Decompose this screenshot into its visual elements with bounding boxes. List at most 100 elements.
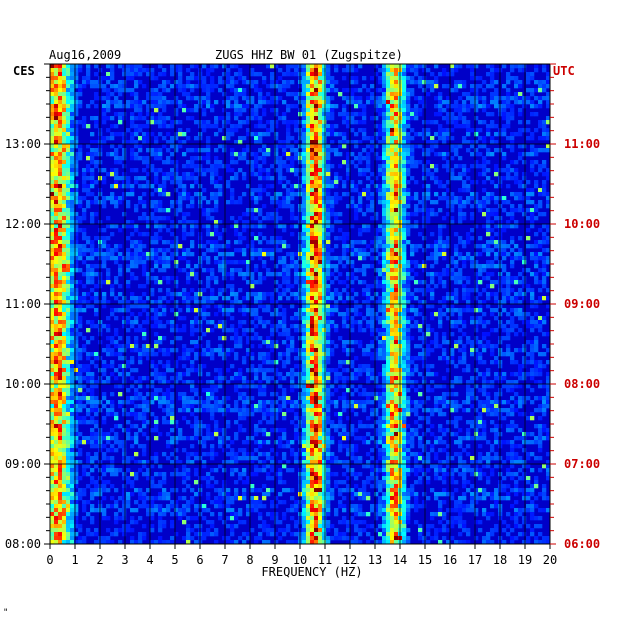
- heatmap-cell: [422, 336, 427, 341]
- heatmap-cell: [378, 280, 383, 285]
- heatmap-cell: [70, 228, 75, 233]
- heatmap-cell: [510, 328, 515, 333]
- heatmap-cell: [530, 164, 535, 169]
- heatmap-cell: [422, 248, 427, 253]
- heatmap-cell: [70, 96, 75, 101]
- heatmap-cell: [282, 312, 287, 317]
- heatmap-cell: [482, 88, 487, 93]
- heatmap-cell: [422, 136, 427, 141]
- heatmap-cell: [482, 324, 487, 329]
- heatmap-cell: [54, 112, 59, 117]
- heatmap-cell: [534, 152, 539, 157]
- heatmap-cell: [538, 228, 543, 233]
- heatmap-cell: [290, 292, 295, 297]
- heatmap-cell: [174, 172, 179, 177]
- heatmap-cell: [146, 180, 151, 185]
- heatmap-cell: [262, 264, 267, 269]
- heatmap-cell: [86, 76, 91, 81]
- heatmap-cell: [66, 76, 71, 81]
- heatmap-cell: [170, 320, 175, 325]
- heatmap-cell: [62, 120, 67, 125]
- heatmap-cell: [174, 224, 179, 229]
- heatmap-cell: [402, 240, 407, 245]
- heatmap-cell: [302, 184, 307, 189]
- heatmap-cell: [294, 68, 299, 73]
- heatmap-cell: [86, 164, 91, 169]
- heatmap-cell: [470, 164, 475, 169]
- heatmap-cell: [326, 200, 331, 205]
- heatmap-cell: [522, 96, 527, 101]
- heatmap-cell: [306, 320, 311, 325]
- heatmap-cell: [154, 316, 159, 321]
- heatmap-cell: [74, 316, 79, 321]
- heatmap-cell: [130, 104, 135, 109]
- heatmap-cell: [326, 116, 331, 121]
- heatmap-cell: [342, 312, 347, 317]
- heatmap-cell: [434, 260, 439, 265]
- heatmap-cell: [258, 304, 263, 309]
- heatmap-cell: [286, 80, 291, 85]
- heatmap-cell: [458, 108, 463, 113]
- heatmap-cell: [322, 68, 327, 73]
- heatmap-cell: [106, 256, 111, 261]
- heatmap-cell: [82, 272, 87, 277]
- heatmap-cell: [106, 64, 111, 69]
- heatmap-cell: [110, 68, 115, 73]
- heatmap-cell: [150, 276, 155, 281]
- heatmap-cell: [246, 224, 251, 229]
- heatmap-cell: [390, 224, 395, 229]
- heatmap-cell: [66, 92, 71, 97]
- heatmap-cell: [278, 296, 283, 301]
- heatmap-cell: [450, 148, 455, 153]
- heatmap-cell: [250, 292, 255, 297]
- heatmap-cell: [486, 264, 491, 269]
- heatmap-cell: [58, 132, 63, 137]
- heatmap-cell: [274, 64, 279, 69]
- heatmap-cell: [386, 340, 391, 345]
- heatmap-cell: [66, 68, 71, 73]
- heatmap-cell: [346, 248, 351, 253]
- heatmap-cell: [390, 196, 395, 201]
- heatmap-cell: [194, 96, 199, 101]
- heatmap-cell: [94, 104, 99, 109]
- heatmap-cell: [522, 152, 527, 157]
- heatmap-cell: [122, 176, 127, 181]
- heatmap-cell: [526, 208, 531, 213]
- heatmap-cell: [378, 128, 383, 133]
- heatmap-cell: [58, 236, 63, 241]
- heatmap-cell: [506, 124, 511, 129]
- heatmap-cell: [110, 64, 115, 69]
- heatmap-cell: [330, 248, 335, 253]
- heatmap-cell: [94, 308, 99, 313]
- heatmap-cell: [526, 312, 531, 317]
- heatmap-cell: [426, 212, 431, 217]
- heatmap-cell: [174, 96, 179, 101]
- heatmap-cell: [478, 252, 483, 257]
- heatmap-cell: [382, 104, 387, 109]
- heatmap-cell: [110, 84, 115, 89]
- heatmap-cell: [302, 140, 307, 145]
- heatmap-cell: [318, 228, 323, 233]
- heatmap-cell: [54, 228, 59, 233]
- heatmap-cell: [322, 120, 327, 125]
- heatmap-cell: [186, 148, 191, 153]
- heatmap-cell: [202, 332, 207, 337]
- heatmap-cell: [510, 316, 515, 321]
- heatmap-cell: [162, 124, 167, 129]
- heatmap-cell: [158, 112, 163, 117]
- heatmap-cell: [302, 208, 307, 213]
- heatmap-cell: [454, 84, 459, 89]
- heatmap-cell: [382, 148, 387, 153]
- heatmap-cell: [310, 96, 315, 101]
- heatmap-cell: [362, 132, 367, 137]
- heatmap-cell: [102, 168, 107, 173]
- heatmap-cell: [342, 104, 347, 109]
- heatmap-cell: [394, 308, 399, 313]
- heatmap-cell: [146, 164, 151, 169]
- heatmap-cell: [430, 316, 435, 321]
- heatmap-cell: [478, 280, 483, 285]
- heatmap-cell: [530, 100, 535, 105]
- heatmap-cell: [310, 324, 315, 329]
- heatmap-cell: [366, 288, 371, 293]
- heatmap-cell: [170, 160, 175, 165]
